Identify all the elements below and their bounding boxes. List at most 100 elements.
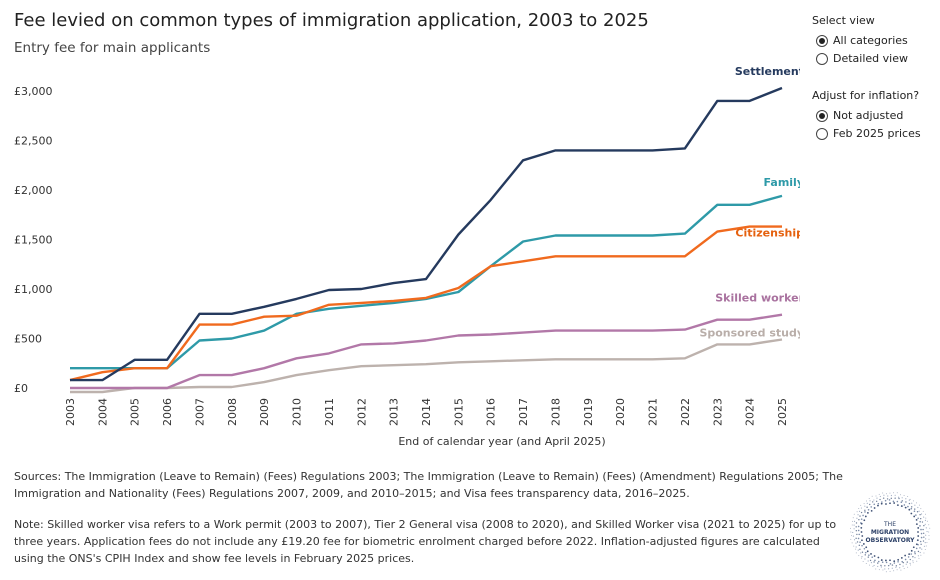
logo-text-line2: MIGRATION (871, 529, 909, 536)
x-tick-label: 2010 (291, 398, 304, 426)
logo-dot (867, 560, 869, 562)
logo-dot (923, 524, 925, 527)
logo-dot (893, 502, 896, 504)
radio-icon[interactable] (816, 109, 828, 122)
series-line-skilled-worker (70, 313, 783, 390)
view-detailed-option[interactable]: Detailed view (812, 51, 921, 66)
logo-dot (900, 501, 903, 504)
logo-dot (901, 500, 903, 502)
logo-dot (877, 560, 880, 563)
logo-dot (853, 520, 856, 522)
y-tick-label: £0 (14, 382, 28, 395)
logo-dot (917, 543, 919, 546)
logo-dot (926, 541, 928, 543)
logo-dot (883, 494, 885, 496)
series-label-sponsored-study: Sponsored study (699, 326, 800, 339)
logo-dot-ring (850, 492, 931, 573)
logo-dot (905, 563, 907, 565)
logo-dot (926, 530, 928, 533)
logo-dot (869, 564, 871, 566)
logo-dot (919, 514, 921, 516)
x-tick-label: 2016 (485, 398, 498, 426)
x-tick-label: 2015 (452, 398, 465, 426)
logo-dot (910, 564, 912, 566)
logo-dot (852, 535, 855, 537)
logo-dot (916, 560, 918, 562)
logo-dot (905, 501, 907, 503)
logo-dot (865, 546, 868, 549)
logo-dot (853, 539, 856, 541)
logo-dot (873, 503, 876, 506)
logo-dot (885, 561, 888, 564)
x-tick-label: 2012 (355, 398, 368, 426)
logo-dot (924, 541, 926, 544)
x-tick-label: 2011 (323, 398, 336, 426)
logo-dot (860, 526, 863, 529)
logo-dot (850, 527, 852, 529)
logo-dot (893, 560, 896, 563)
logo-dot (867, 509, 870, 511)
logo-dot (919, 517, 922, 520)
logo-dot (893, 492, 895, 494)
logo-dot (919, 547, 921, 549)
logo-dot (873, 564, 875, 567)
migration-observatory-logo: THE MIGRATION OBSERVATORY (850, 492, 931, 573)
radio-icon[interactable] (816, 52, 828, 65)
logo-dot (928, 535, 930, 537)
x-tick-label: 2005 (129, 398, 142, 426)
logo-dot (890, 494, 893, 497)
logo-dot (864, 509, 866, 511)
y-axis: £0 £500 £1,000 £1,500 £2,000 £2,500 £3,000 (14, 85, 53, 395)
logo-dot (915, 514, 917, 516)
radio-icon[interactable] (816, 34, 828, 47)
logo-dot (910, 549, 913, 552)
x-tick-label: 2023 (711, 398, 724, 426)
logo-dot (871, 556, 874, 559)
logo-dot (897, 496, 900, 498)
logo-dot (863, 503, 865, 505)
radio-icon[interactable] (816, 127, 828, 140)
logo-dot (873, 499, 875, 501)
logo-dot (900, 569, 902, 571)
logo-dot (905, 498, 907, 500)
logo-dot (870, 506, 873, 508)
view-all-categories-option[interactable]: All categories (812, 33, 921, 48)
logo-dot (862, 543, 865, 545)
logo-dot (885, 493, 887, 495)
x-tick-label: 2003 (64, 398, 77, 426)
logo-dot (923, 536, 925, 538)
x-tick-label: 2024 (744, 398, 757, 426)
logo-dot (880, 566, 882, 568)
logo-dot (886, 498, 889, 500)
logo-dot (914, 508, 916, 510)
logo-dot (922, 540, 925, 542)
logo-dot (865, 562, 867, 564)
logo-dot (868, 554, 870, 556)
logo-dot (889, 563, 892, 565)
select-view-heading: Select view (812, 14, 875, 27)
logo-dot (859, 522, 862, 524)
logo-dot (852, 531, 854, 534)
logo-dot (929, 527, 931, 529)
logo-dot (925, 534, 927, 536)
logo-dot (866, 500, 868, 502)
inflation-not-adjusted-option[interactable]: Not adjusted (812, 108, 921, 123)
logo-dot (899, 567, 901, 569)
series-label-citizenship: Citizenship (735, 227, 800, 240)
logo-dot (887, 495, 889, 497)
series-line-family (70, 194, 783, 370)
logo-dot (893, 562, 896, 564)
inflation-feb-2025-option[interactable]: Feb 2025 prices (812, 126, 921, 141)
logo-dot (920, 543, 922, 545)
logo-dot (899, 563, 901, 566)
logo-dot (924, 513, 926, 515)
logo-dot (928, 531, 930, 533)
inflation-heading: Adjust for inflation? (812, 89, 920, 102)
logo-dot (908, 508, 911, 511)
logo-dot (923, 545, 926, 547)
logo-dot (909, 562, 911, 565)
y-tick-label: £1,500 (14, 234, 53, 247)
x-tick-label: 2014 (420, 398, 433, 426)
logo-dot (873, 555, 876, 557)
logo-dot (858, 519, 860, 521)
